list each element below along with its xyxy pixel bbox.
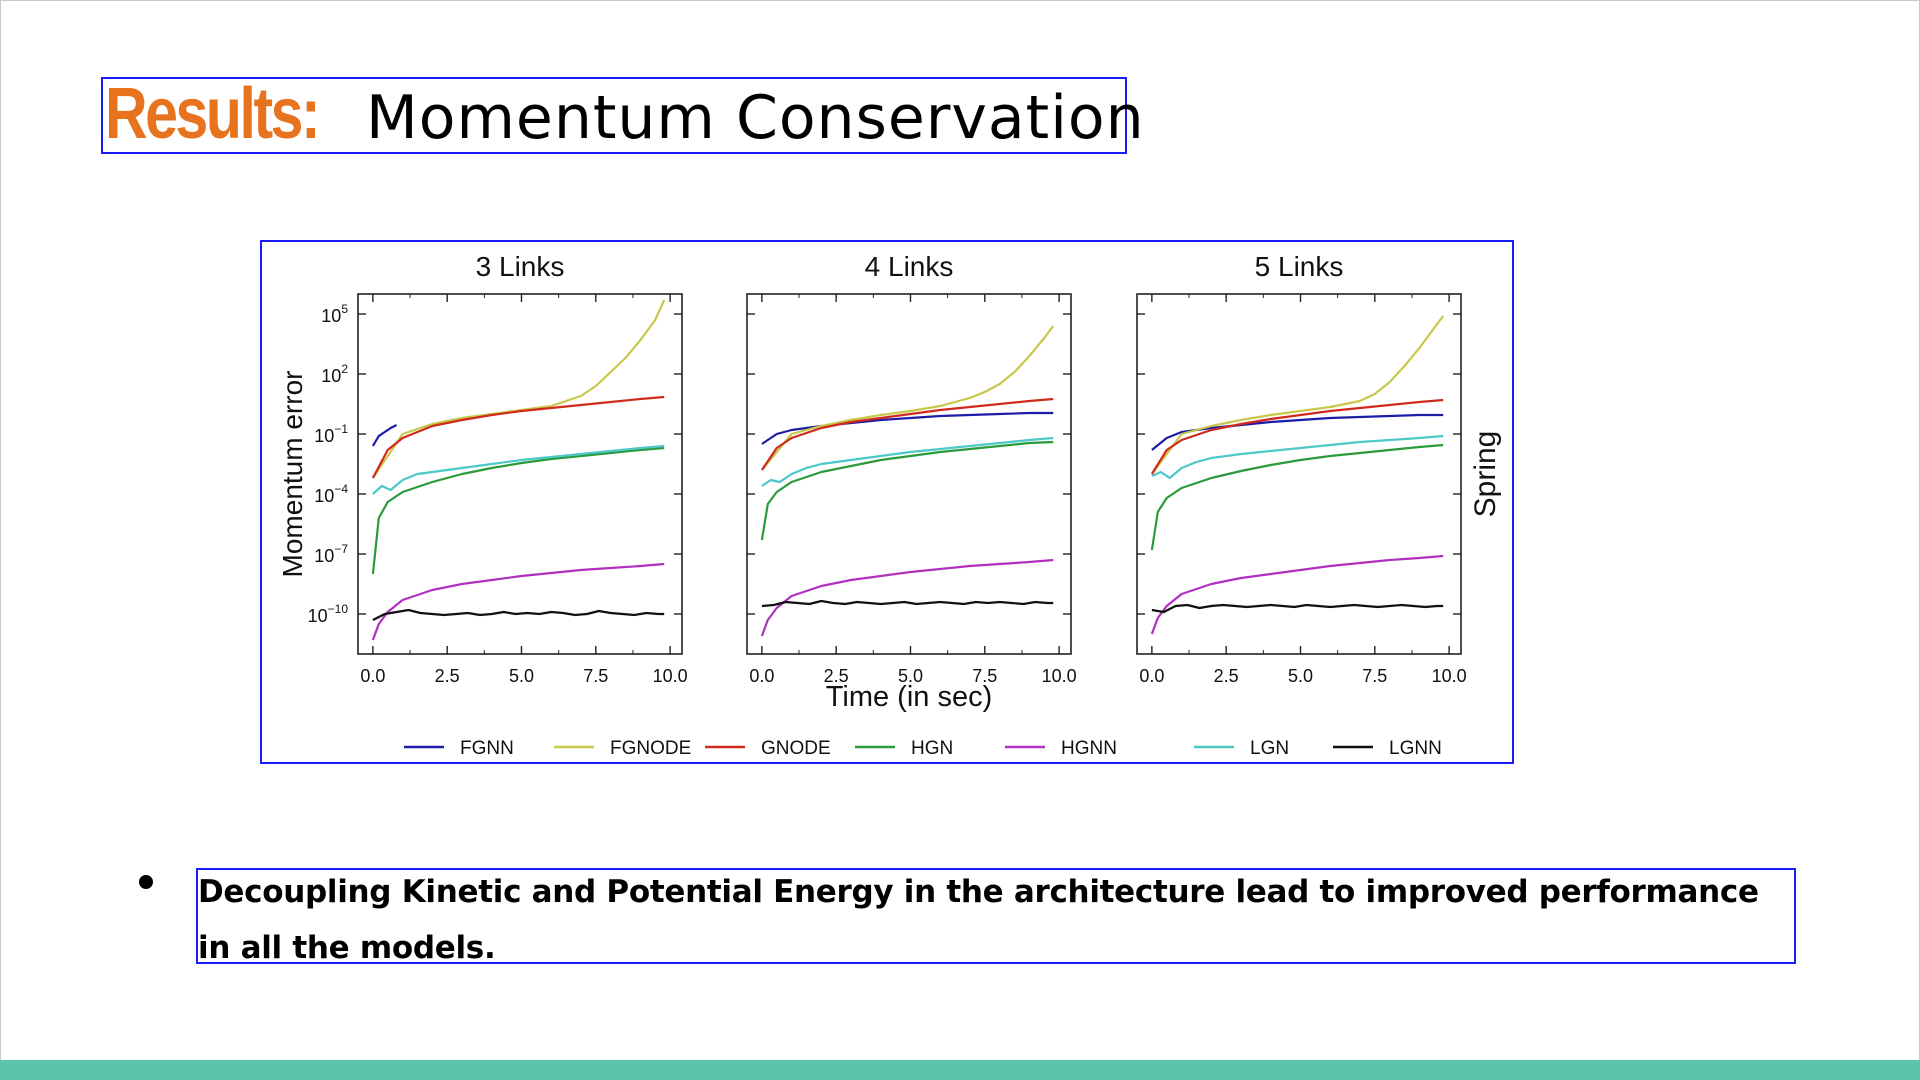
x-tick-label: 10.0 [1432,666,1467,686]
series-line-lgnn [372,608,665,621]
x-tick-label: 2.5 [1214,666,1239,686]
x-tick-label: 10.0 [653,666,688,686]
panel-title: 5 Links [1255,251,1344,282]
series-line-hgn [1150,443,1444,551]
y-tick-label: 10−10 [308,602,349,626]
series-line-fgnode [1151,315,1445,475]
plot-frame [357,293,683,655]
series-line-fgnode [371,299,666,479]
y-tick-label: 10−7 [314,542,348,566]
legend-label-lgn: LGN [1250,738,1289,759]
legend-label-fgnode: FGNODE [610,738,691,759]
x-tick-label: 7.5 [1362,666,1387,686]
plot-frame [746,293,1072,655]
x-tick-label: 7.5 [583,666,608,686]
series-line-hgnn [371,562,665,641]
y-tick-label: 10−4 [314,482,348,506]
x-tick-label: 2.5 [435,666,460,686]
legend-label-hgn: HGN [911,738,953,759]
y-axis-label: Momentum error [277,371,308,578]
chart-svg: 3 Links 0.0 2.5 5.0 7.5 10.0 105 102 10−1 10−4 10−… [277,251,1502,759]
x-tick-label: 5.0 [1288,666,1313,686]
panel-title: 3 Links [476,251,565,282]
momentum-error-figure[interactable]: 3 Links 0.0 2.5 5.0 7.5 10.0 105 102 10−1 10−4 10−… [260,240,1514,764]
series-line-hgn [371,446,665,575]
footer-bar [0,1060,1920,1080]
x-tick-label: 0.0 [749,666,774,686]
series-line-lgnn [1151,603,1444,614]
series-line-gnode [1150,398,1444,475]
series-line-lgn [372,444,665,495]
legend-label-gnode: GNODE [761,738,831,759]
y-tick-label: 105 [321,302,348,326]
x-tick-label: 0.0 [1139,666,1164,686]
x-tick-label: 7.5 [972,666,997,686]
x-tick-label: 5.0 [898,666,923,686]
panel-title: 4 Links [865,251,954,282]
series-line-fgnn [1151,413,1444,451]
x-tick-label: 5.0 [509,666,534,686]
series-line-fgnode [761,325,1055,471]
series-line-gnode [760,397,1054,471]
x-tick-label: 0.0 [360,666,385,686]
legend-label-fgnn: FGNN [460,738,514,759]
bullet-text-box[interactable]: Decoupling Kinetic and Potential Energy … [196,868,1796,966]
series-line-hgn [760,440,1054,541]
series-line-lgn [761,436,1054,487]
y-tick-label: 102 [321,362,348,386]
x-tick-label: 10.0 [1042,666,1077,686]
series-line-lgnn [761,599,1054,608]
row-label: Spring [1469,431,1502,518]
series-line-hgnn [1150,554,1444,635]
legend-label-lgnn: LGNN [1389,738,1442,759]
series-line-fgnn [761,411,1054,445]
series-line-lgn [1151,434,1444,480]
series-line-gnode [371,395,665,479]
slide-title[interactable]: Results: Momentum Conservation [101,74,1144,154]
legend-label-hgnn: HGNN [1061,738,1117,759]
plot-frame [1136,293,1462,655]
x-axis-label: Time (in sec) [826,681,993,713]
bullet-text: Decoupling Kinetic and Potential Energy … [198,874,1759,966]
bullet-marker [136,872,156,892]
title-results-label: Results: [105,74,321,154]
series-line-fgnn [371,424,398,447]
x-tick-label: 2.5 [824,666,849,686]
title-topic: Momentum Conservation [366,83,1145,153]
series-line-hgnn [760,558,1054,637]
y-tick-label: 10−1 [314,422,348,446]
